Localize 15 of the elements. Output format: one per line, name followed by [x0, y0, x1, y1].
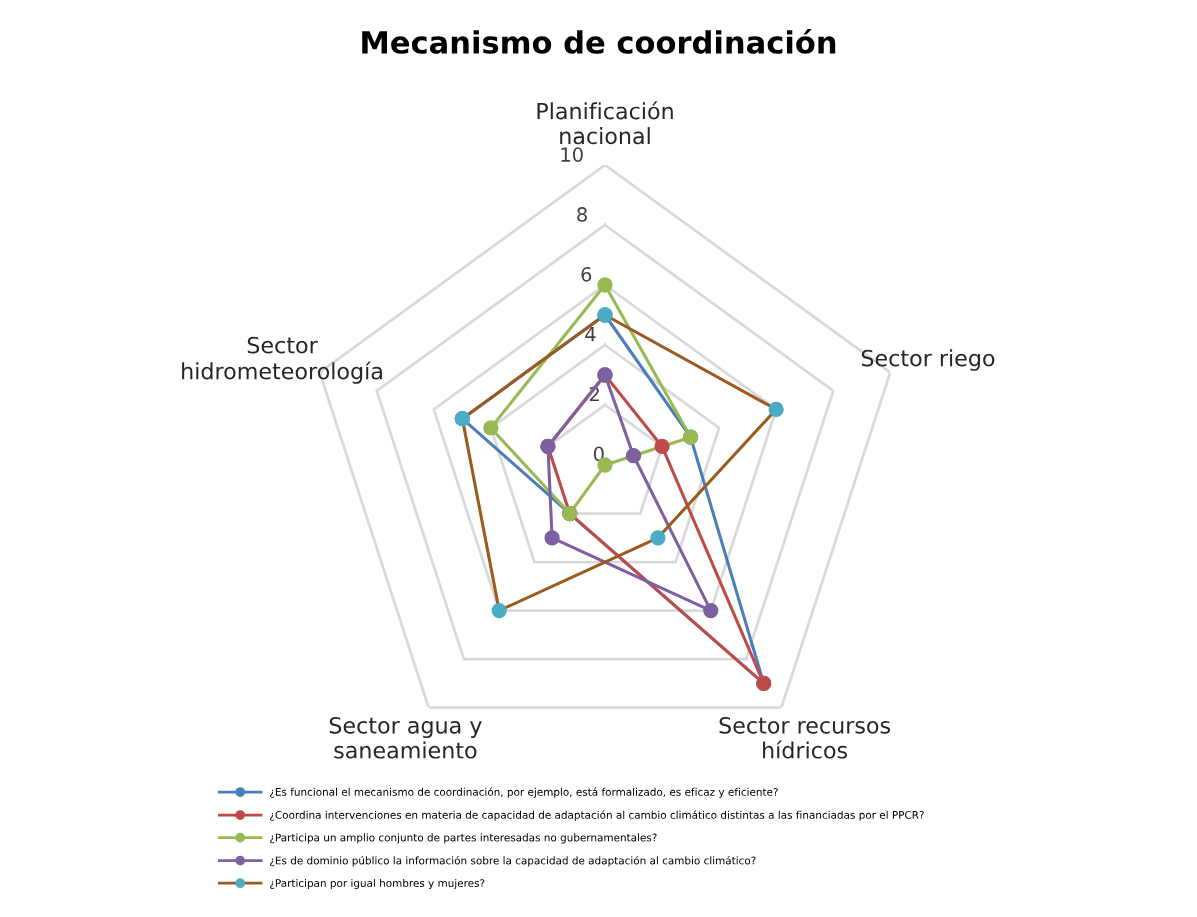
y-tick-label: 4	[585, 327, 596, 342]
spoke-label: Sector hidrometeorología	[182, 336, 382, 384]
legend-label: ¿Participa un amplio conjunto de partes interesadas no gubernamentales?	[270, 833, 657, 844]
legend-label: ¿Es de dominio público la información sobre la capacidad de adaptación al cambio climático?	[270, 855, 756, 867]
legend-label: ¿Participan por igual hombres y mujeres?	[270, 878, 485, 890]
spoke-label: Sector riego	[861, 349, 995, 371]
y-tick-label: 8	[577, 207, 587, 222]
y-tick-label: 6	[581, 266, 592, 282]
spoke-label: Sector agua y saneamiento	[329, 716, 482, 759]
chart-title: Mecanismo de coordinación	[362, 28, 836, 54]
y-tick-label: 10	[561, 147, 583, 162]
spoke-label: Planificación nacional	[537, 101, 673, 145]
legend-label: ¿Coordina intervenciones en materia de capacidad de adaptación al cambio climático distintas a las financiadas por el PPCR?	[270, 810, 924, 821]
legend-label: ¿Es funcional el mecanismo de coordinación, por ejemplo, está formalizado, es eficaz y eficiente?	[270, 787, 778, 798]
spoke-label: Sector recursos hídricos	[719, 716, 891, 759]
